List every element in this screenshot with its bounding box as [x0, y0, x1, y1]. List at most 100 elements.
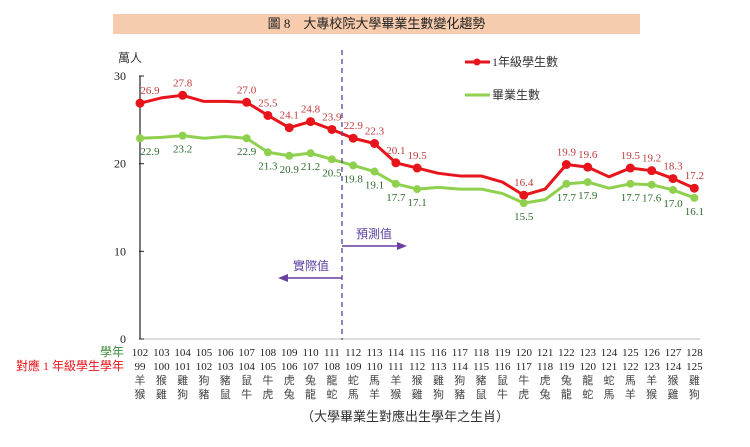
zodiac-row2-label: 狗 — [689, 388, 700, 401]
first-year-point — [370, 139, 380, 149]
x2-tick-label: 102 — [196, 361, 213, 373]
zodiac-row1-label: 虎 — [284, 374, 295, 387]
x2-tick-label: 113 — [430, 361, 447, 373]
x-tick-label: 125 — [622, 347, 639, 359]
legend-label-first-year: 1年級學生數 — [492, 55, 558, 69]
x-tick-label: 127 — [665, 347, 682, 359]
graduates-point — [562, 179, 571, 188]
x2-row-label: 對應 1 年級學生學年 — [16, 358, 124, 373]
zodiac-row2-label: 羊 — [369, 387, 380, 401]
first-year-point — [178, 90, 188, 100]
zodiac-row2-label: 馬 — [604, 388, 615, 401]
graduates-data-label: 17.1 — [408, 197, 427, 209]
first-year-data-label: 27.8 — [173, 77, 193, 89]
zodiac-row1-label: 豬 — [476, 373, 487, 387]
first-year-data-label: 19.5 — [621, 150, 641, 162]
zodiac-row1-label: 蛇 — [604, 373, 615, 387]
graduates-point — [690, 193, 699, 202]
x2-tick-label: 122 — [622, 361, 639, 373]
graduates-data-label: 17.7 — [386, 192, 406, 204]
graduates-point — [242, 134, 251, 143]
first-year-point — [348, 133, 358, 143]
x-caption: （大學畢業生對應出生學年之生肖） — [301, 409, 509, 424]
zodiac-row1-label: 羊 — [390, 373, 401, 387]
graduates-point — [519, 199, 528, 208]
graduates-point — [626, 179, 635, 188]
zodiac-row1-label: 鼠 — [497, 373, 508, 387]
x-tick-label: 116 — [430, 347, 447, 359]
first-year-point — [561, 160, 571, 170]
first-year-line — [139, 93, 695, 197]
zodiac-row2-label: 馬 — [348, 388, 359, 401]
y-tick-label: 20 — [114, 157, 126, 171]
first-year-point — [242, 97, 252, 107]
x2-tick-label: 110 — [366, 361, 383, 373]
zodiac-row2-label: 狗 — [433, 388, 444, 401]
x-tick-label: 103 — [153, 347, 170, 359]
x-tick-label: 104 — [174, 347, 191, 359]
zodiac-row2-label: 牛 — [497, 387, 508, 401]
zodiac-row1-label: 猴 — [156, 373, 167, 387]
y-tick-label: 30 — [114, 69, 126, 83]
x-row-label: 學年 — [100, 345, 124, 359]
graduates-data-label: 22.9 — [140, 146, 160, 158]
graduates-point — [263, 148, 272, 157]
x-tick-label: 107 — [238, 347, 255, 359]
zodiac-row1-label: 狗 — [454, 374, 465, 387]
x-tick-label: 120 — [516, 347, 533, 359]
graduates-point — [306, 149, 315, 158]
x2-tick-label: 103 — [217, 361, 234, 373]
graduates-data-label: 17.6 — [642, 193, 662, 205]
first-year-point — [284, 123, 294, 133]
first-year-data-label: 22.3 — [365, 126, 385, 138]
graduates-point — [391, 179, 400, 188]
zodiac-row2-label: 猴 — [135, 387, 146, 401]
graduates-data-label: 17.9 — [578, 190, 598, 202]
zodiac-row1-label: 牛 — [518, 373, 529, 387]
graduates-data-label: 15.5 — [514, 211, 534, 223]
graduates-data-label: 22.9 — [237, 146, 257, 158]
zodiac-row2-label: 兔 — [284, 387, 295, 401]
zodiac-row1-label: 蛇 — [348, 373, 359, 387]
x-tick-label: 123 — [579, 347, 596, 359]
first-year-data-label: 19.5 — [408, 150, 428, 162]
first-year-point — [391, 158, 401, 168]
x2-tick-label: 116 — [494, 361, 511, 373]
first-year-point — [519, 190, 529, 200]
x2-tick-label: 115 — [473, 361, 490, 373]
zodiac-row2-label: 蛇 — [582, 387, 593, 401]
zodiac-row2-label: 猴 — [646, 387, 657, 401]
x2-tick-label: 124 — [665, 361, 682, 373]
x-tick-label: 113 — [366, 347, 383, 359]
x2-tick-label: 109 — [345, 361, 362, 373]
zodiac-row1-label: 雞 — [177, 373, 188, 387]
zodiac-row2-label: 龍 — [561, 387, 572, 401]
zodiac-row1-label: 馬 — [625, 374, 636, 387]
x2-tick-label: 111 — [388, 361, 404, 373]
zodiac-row1-label: 猴 — [668, 373, 679, 387]
x-tick-label: 105 — [196, 347, 213, 359]
zodiac-row2-label: 雞 — [668, 387, 679, 401]
x2-tick-label: 105 — [260, 361, 277, 373]
graduates-point — [327, 155, 336, 164]
graduates-data-label: 20.9 — [280, 164, 300, 176]
graduates-data-label: 21.2 — [301, 161, 320, 173]
graduates-data-label: 17.7 — [621, 192, 641, 204]
zodiac-row1-label: 牛 — [262, 373, 273, 387]
zodiac-row2-label: 豬 — [198, 387, 209, 401]
first-year-data-label: 24.8 — [301, 104, 321, 116]
chart-title: 圖 8 大專校院大學畢業生數變化趨勢 — [113, 14, 640, 34]
x-tick-label: 115 — [409, 347, 426, 359]
graduates-point — [178, 131, 187, 140]
x2-tick-label: 100 — [153, 361, 170, 373]
first-year-data-label: 26.9 — [140, 85, 160, 97]
legend-label-graduates: 畢業生數 — [492, 88, 540, 102]
first-year-point — [306, 117, 316, 127]
zodiac-row1-label: 猴 — [412, 373, 423, 387]
x2-tick-label: 101 — [174, 361, 191, 373]
graduates-data-label: 19.8 — [344, 173, 364, 185]
legend: 1年級學生數 畢業生數 — [465, 55, 558, 102]
x2-tick-label: 106 — [281, 361, 298, 373]
zodiac-row1-label: 馬 — [369, 374, 380, 387]
x-tick-label: 122 — [558, 347, 575, 359]
